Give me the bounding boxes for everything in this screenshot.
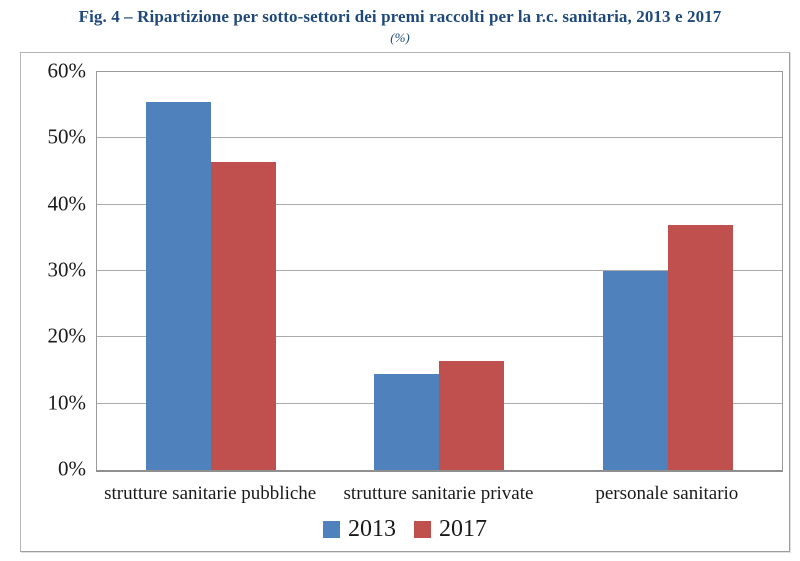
gridline-30: [97, 270, 782, 271]
y-tick-label: 60%: [47, 58, 87, 83]
y-tick-label: 30%: [47, 257, 87, 282]
bar-2017: [667, 224, 733, 470]
x-category-label: strutture sanitarie private: [343, 483, 534, 504]
y-tick-label: 10%: [47, 390, 87, 415]
gridline-50: [97, 137, 782, 139]
y-tick-label: 0%: [58, 456, 86, 481]
bar-group-3: [602, 224, 733, 470]
legend-swatch-2017: [414, 520, 431, 538]
x-category-label: personale sanitario: [595, 483, 739, 504]
bars-layer: [97, 72, 782, 470]
y-tick-label: 50%: [47, 124, 87, 149]
bar-2013: [374, 373, 440, 470]
x-axis-labels: strutture sanitarie pubbliche strutture s…: [96, 483, 781, 506]
legend-label: 2013: [348, 516, 396, 542]
bar-2013: [602, 271, 668, 470]
y-tick-label: 40%: [47, 191, 87, 216]
gridline-40: [97, 203, 782, 205]
legend-item-2013: 2013: [323, 517, 396, 541]
legend-label: 2017: [439, 516, 487, 542]
legend: 2013 2017: [21, 517, 789, 541]
gridline-20: [97, 336, 782, 338]
legend-item-2017: 2017: [414, 517, 487, 541]
bar-2013: [146, 101, 212, 470]
figure-title: Fig. 4 – Ripartizione per sotto-settori …: [78, 7, 722, 26]
y-axis-labels: 0% 10% 20% 30% 40% 50% 60%: [21, 60, 96, 479]
y-tick-label: 20%: [47, 323, 87, 348]
bar-2017: [439, 360, 505, 470]
bar-group-2: [374, 360, 505, 470]
x-category-label: strutture sanitarie pubbliche: [104, 483, 317, 504]
bar-group-1: [146, 101, 277, 470]
figure-subtitle: (%): [390, 30, 410, 45]
plot-area: [96, 71, 783, 472]
legend-swatch-2013: [323, 520, 340, 538]
bar-2017: [211, 161, 277, 470]
chart-frame: 0% 10% 20% 30% 40% 50% 60% strutture sanitarie…: [20, 52, 790, 552]
